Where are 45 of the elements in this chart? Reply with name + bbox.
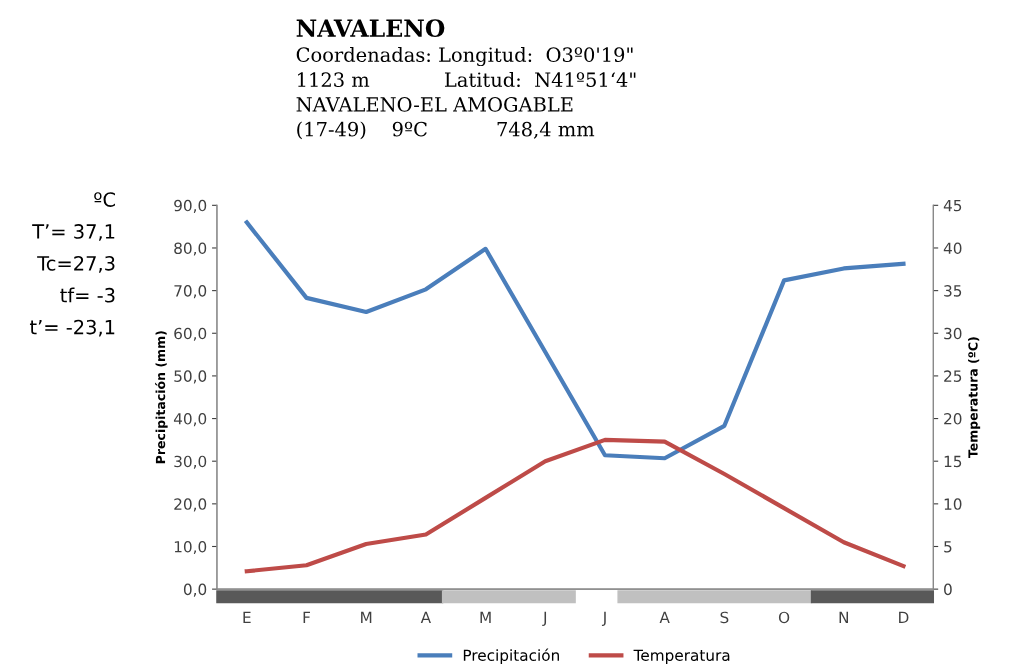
legend-label: Temperatura (633, 649, 730, 664)
y2-tick-label: 5 (944, 541, 952, 553)
x-tick-label: F (303, 611, 310, 623)
x-tick-label: M (480, 611, 491, 623)
text: t’= -23,1 (29, 319, 115, 337)
y-tick-label: 0,0 (183, 583, 207, 597)
x-tick-label: D (899, 611, 909, 623)
y-tick-label: 50,0 (174, 370, 207, 384)
x-tick-label: M (361, 611, 372, 623)
legend-label: Precipitación (463, 648, 559, 664)
x-tick-label: A (659, 611, 670, 623)
y2-tick-label: 20 (944, 413, 962, 425)
y2-tick-label: 15 (944, 455, 962, 468)
text: ºC (94, 192, 115, 207)
y-tick-label: 20,0 (174, 498, 207, 512)
y2-tick-label: 0 (944, 583, 952, 596)
y-tick-label: 60,0 (174, 327, 207, 341)
y2-tick-label: 30 (944, 327, 962, 340)
line-series (244, 220, 906, 461)
text: Tc=27,3 (37, 255, 115, 273)
y2-tick-label: 40 (943, 242, 962, 254)
y-tick-label: 80,0 (174, 242, 207, 256)
chart-subtitle: Coordenadas: Longitud: O3º0'19" 1123 m Latitud: N41º51‘4" NAVALENO-EL AMOGABLE (17-49) 9ºC 748,4 mm (296, 46, 636, 140)
y-axis-title: Precipitación (mm) (155, 331, 168, 464)
x-tick-label: S (720, 611, 729, 624)
x-tick-label: J (542, 611, 547, 627)
y-tick-label: 30,0 (174, 455, 207, 469)
x-tick-label: N (839, 611, 848, 623)
text: T’= 37,1 (32, 224, 115, 241)
y2-tick-label: 45 (943, 199, 962, 212)
x-tick-label: A (420, 611, 431, 623)
y-tick-label: 40,0 (173, 413, 207, 427)
x-tick-label: O (778, 611, 790, 624)
y2-tick-label: 35 (944, 285, 962, 297)
y-tick-label: 90,0 (174, 199, 207, 213)
y2-tick-label: 10 (944, 498, 962, 510)
y-tick-label: 70,0 (174, 285, 207, 299)
text: tf= -3 (60, 287, 115, 303)
line-series (244, 437, 906, 574)
y-tick-label: 10,0 (174, 540, 207, 555)
y2-tick-label: 25 (944, 370, 962, 382)
chart-title: NAVALENO (296, 19, 445, 38)
x-tick-label: J (601, 611, 606, 627)
x-tick-label: E (243, 611, 251, 623)
y2-axis-title: Temperatura (ºC) (968, 337, 981, 459)
